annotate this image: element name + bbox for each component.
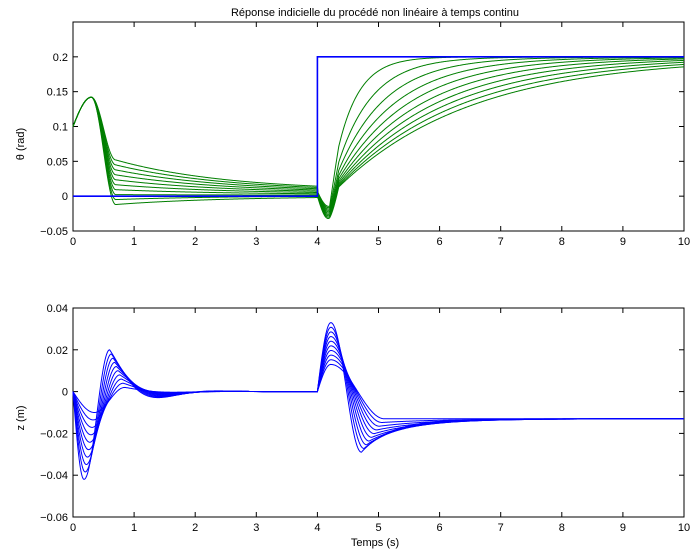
z-response-line [72, 359, 684, 423]
x-tick-label: 9 [620, 236, 626, 248]
y-tick-label: 0.2 [53, 52, 68, 64]
y-tick-label: 0.02 [47, 345, 68, 357]
y-tick-label: −0.02 [40, 428, 68, 440]
x-tick-label: 7 [498, 236, 504, 248]
bottom-ylabel: z (m) [15, 405, 27, 430]
y-tick-label: 0.04 [47, 303, 68, 315]
z-response-line [72, 340, 684, 451]
theta-response-line [72, 57, 685, 213]
x-tick-label: 5 [375, 522, 381, 534]
theta-response-line [72, 66, 685, 219]
z-response-line [72, 322, 684, 480]
y-tick-label: 0 [62, 387, 68, 399]
y-tick-label: 0.1 [53, 122, 68, 134]
x-tick-label: 0 [70, 236, 76, 248]
theta-response-line [72, 63, 685, 218]
z-response-line [72, 326, 684, 473]
bottom-xlabel: Temps (s) [351, 537, 399, 549]
theta-response-line [72, 56, 684, 207]
y-tick-label: 0.15 [47, 87, 68, 99]
x-tick-label: 3 [253, 236, 259, 248]
x-tick-label: 6 [437, 522, 443, 534]
x-tick-label: 10 [678, 522, 690, 534]
z-response-line [72, 331, 684, 466]
x-tick-label: 8 [559, 236, 565, 248]
theta-response-line [72, 56, 684, 210]
y-tick-label: 0.05 [47, 156, 68, 168]
theta-response-line [72, 56, 684, 211]
chart-title: Réponse indicielle du procédé non linéai… [231, 7, 519, 19]
top-ylabel: θ (rad) [15, 128, 27, 160]
x-tick-label: 8 [559, 522, 565, 534]
theta-response-line [72, 58, 685, 214]
y-tick-label: −0.05 [40, 226, 68, 238]
x-tick-label: 6 [437, 236, 443, 248]
reference-step-line [73, 56, 684, 197]
x-tick-label: 4 [314, 236, 320, 248]
y-tick-label: −0.06 [40, 512, 68, 524]
y-tick-label: −0.04 [40, 470, 68, 482]
x-tick-label: 2 [192, 236, 198, 248]
bottom-axes: 0 1 2 3 4 5 6 7 8 9 10 −0.06 −0.04 −0.02 0 0.02 0.04 [40, 303, 690, 534]
x-tick-label: 3 [253, 522, 259, 534]
y-tick-label: 0 [62, 191, 68, 203]
x-tick-label: 1 [131, 236, 137, 248]
z-response-line [72, 363, 684, 420]
theta-response-line [72, 59, 685, 215]
x-tick-label: 5 [375, 236, 381, 248]
x-tick-label: 0 [70, 522, 76, 534]
axes-frame-2 [72, 307, 685, 518]
x-tick-label: 9 [620, 522, 626, 534]
theta-response-line [72, 61, 685, 217]
x-tick-label: 7 [498, 522, 504, 534]
x-tick-label: 10 [678, 236, 690, 248]
x-tick-label: 2 [192, 522, 198, 534]
x-tick-label: 4 [314, 522, 320, 534]
x-tick-label: 1 [131, 522, 137, 534]
